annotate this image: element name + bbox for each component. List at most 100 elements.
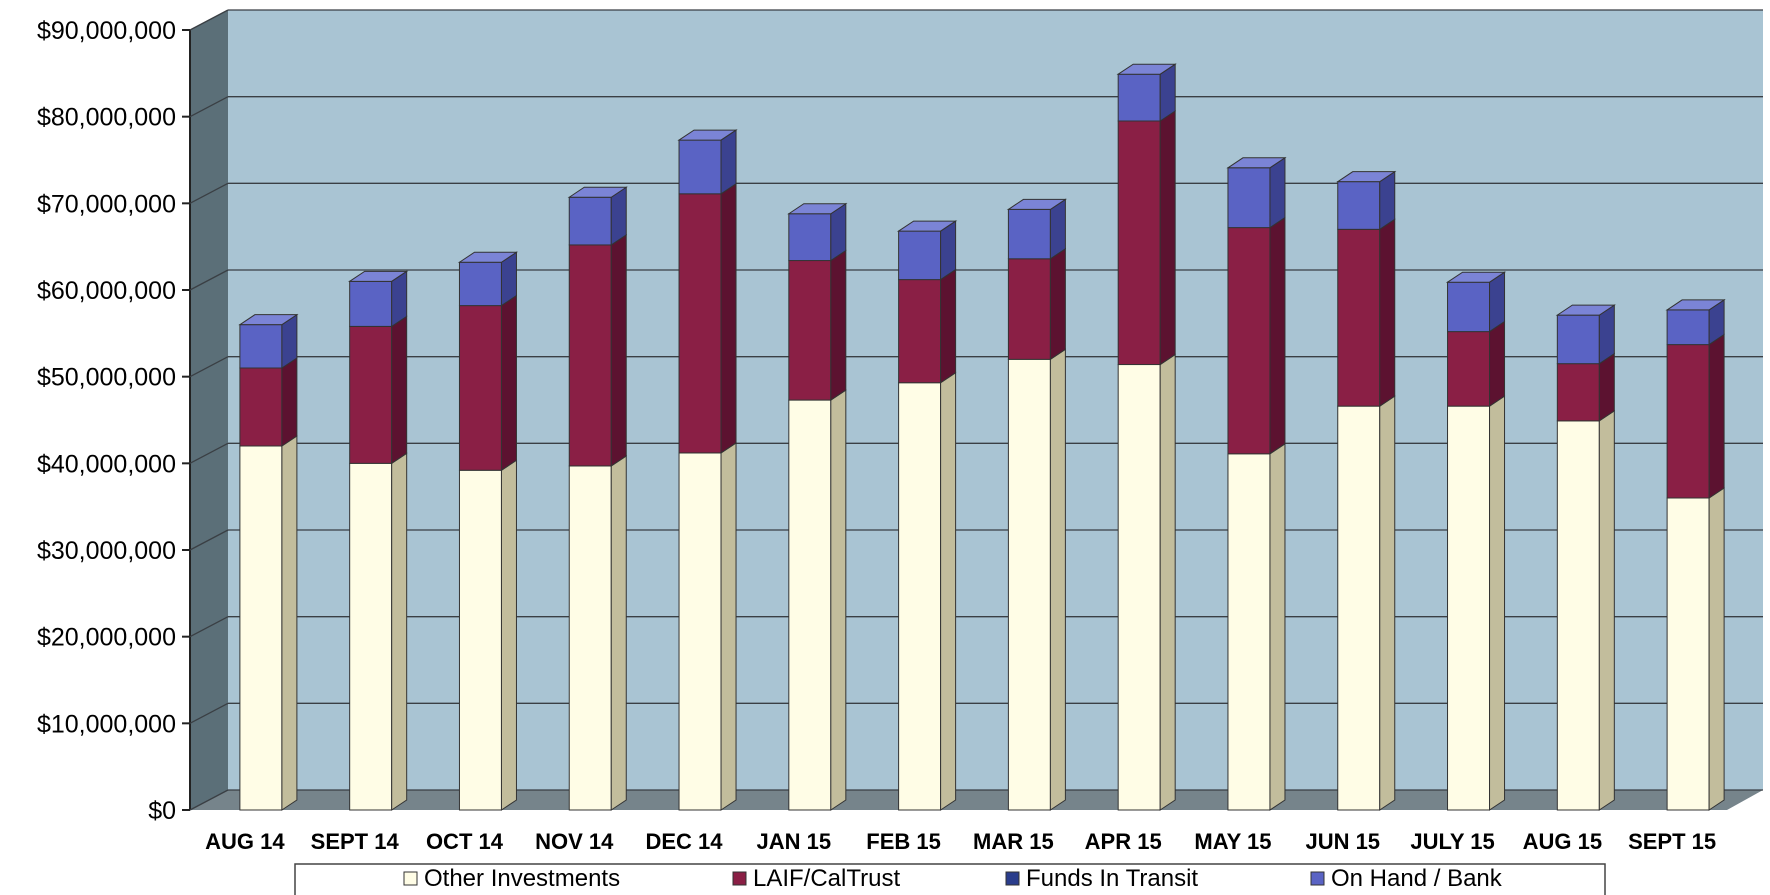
gridline-depth [189,96,229,118]
bar-segment-other-investments [239,445,283,811]
bar-segment-on-hand-bank-top [1555,304,1616,316]
legend-swatch [1310,871,1325,886]
x-tick-label: JUN 15 [1305,829,1380,854]
x-tick-label: SEPT 15 [1628,829,1716,854]
bar-stack-feb-15 [896,220,958,811]
bar-stack-mar-15 [1006,198,1068,811]
bar-segment-laif-caltrust-side [281,357,298,447]
bar-segment-other-investments [1447,405,1491,811]
bar-segment-on-hand-bank [239,324,283,369]
bar-segment-other-investments [1556,420,1600,811]
bar-segment-laif-caltrust [1556,363,1600,422]
bar-segment-other-investments-side [1598,409,1615,811]
bar-segment-laif-caltrust-side [1049,247,1066,361]
bar-segment-laif-caltrust [1666,344,1710,499]
bar-segment-on-hand-bank [1007,208,1051,260]
bar-segment-on-hand-bank [458,261,502,307]
bar-segment-other-investments [1007,358,1051,811]
bar-segment-on-hand-bank-top [896,220,958,232]
gridline-depth [189,789,229,811]
bar-segment-on-hand-bank-top [567,186,628,198]
bar-segment-laif-caltrust-side [1598,352,1615,422]
bar-segment-other-investments-side [281,435,298,811]
bar-segment-on-hand-bank [1117,73,1161,122]
bars [238,63,1726,811]
y-axis-ticks: $0 $10,000,000 $20,000,000 $30,000,000 $40,0… [37,17,190,825]
legend: Other Investments LAIF/CalTrust Funds In T… [294,863,1606,895]
y-tick-label: $0 [148,797,176,825]
y-tick-label: $30,000,000 [37,537,176,565]
bar-segment-laif-caltrust [1117,120,1161,366]
x-tick-label: MAY 15 [1194,829,1271,854]
bar-segment-on-hand-bank [1447,281,1491,333]
x-axis-ticks: AUG 14 SEPT 14 OCT 14 NOV 14 DEC 14 JAN 15 FEB… [205,829,1716,854]
back-wall [228,10,1763,790]
gridline-depth [189,182,229,204]
y-tick-label: $80,000,000 [37,104,176,132]
bar-segment-laif-caltrust [458,305,502,471]
bar-segment-on-hand-bank-top [677,129,738,141]
bar-segment-laif-caltrust-side [500,294,517,472]
x-tick-label: APR 15 [1085,829,1162,854]
y-tick-label: $20,000,000 [37,624,176,652]
floor [190,790,1763,810]
gridline-depth [189,702,229,724]
bar-stack-may-15 [1226,156,1287,811]
side-wall [190,10,228,810]
bar-segment-laif-caltrust [1007,258,1051,360]
bar-segment-laif-caltrust-side [610,233,627,467]
bar-segment-other-investments-side [1489,395,1506,811]
bar-segment-laif-caltrust [898,279,942,384]
bar-segment-laif-caltrust-side [940,268,957,384]
bar-segment-laif-caltrust [1337,228,1381,407]
bar-segment-other-investments-side [940,371,957,811]
legend-box [294,863,1606,895]
bar-segment-on-hand-bank-side [1269,156,1286,229]
bar-segment-on-hand-bank [788,213,832,262]
bar-segment-on-hand-bank [1227,167,1271,229]
bar-segment-on-hand-bank [898,230,942,281]
bar-segment-on-hand-bank-top [238,314,299,326]
bar-segment-laif-caltrust-side [1269,216,1286,455]
bar-stack-sept-14 [348,270,409,811]
bar-stack-jun-15 [1336,170,1397,811]
legend-label: Funds In Transit [1026,865,1198,892]
legend-swatch [1005,871,1020,886]
bar-segment-laif-caltrust [1447,331,1491,407]
bar-stack-dec-14 [677,129,738,811]
bar-segment-other-investments-side [1159,353,1176,811]
bar-segment-other-investments-side [720,441,737,811]
bar-segment-other-investments [1337,405,1381,811]
bar-segment-on-hand-bank [568,196,612,246]
gridline-depth [189,529,229,551]
x-tick-label: SEPT 14 [311,829,400,854]
bar-segment-laif-caltrust-side [1708,333,1725,499]
bar-segment-other-investments [349,462,393,811]
legend-label: On Hand / Bank [1331,865,1503,892]
bar-segment-on-hand-bank [1337,181,1381,230]
bar-segment-laif-caltrust-side [1489,320,1506,408]
bar-segment-on-hand-bank [1666,309,1710,346]
y-tick-label: $60,000,000 [37,277,176,305]
y-tick-label: $70,000,000 [37,190,176,218]
bar-segment-other-investments [568,465,612,811]
legend-label: Other Investments [424,865,620,892]
gridline-depth [189,269,229,291]
legend-swatch [732,871,747,886]
bar-segment-on-hand-bank-top [348,270,409,282]
bar-segment-on-hand-bank [678,139,722,195]
gridline-depth [189,356,229,378]
gridline-depth [189,616,229,638]
bar-segment-on-hand-bank-side [720,129,737,195]
bar-stack-apr-15 [1116,63,1177,811]
bar-segment-on-hand-bank-top [787,203,848,215]
bar-stack-aug-14 [238,313,299,811]
bar-segment-laif-caltrust [568,244,612,467]
bar-segment-on-hand-bank-top [1116,63,1177,75]
bar-segment-laif-caltrust-side [830,249,847,402]
gridline-depth [189,9,229,31]
bar-segment-other-investments [788,399,832,811]
bar-segment-laif-caltrust [349,325,393,464]
bar-segment-laif-caltrust [239,367,283,447]
